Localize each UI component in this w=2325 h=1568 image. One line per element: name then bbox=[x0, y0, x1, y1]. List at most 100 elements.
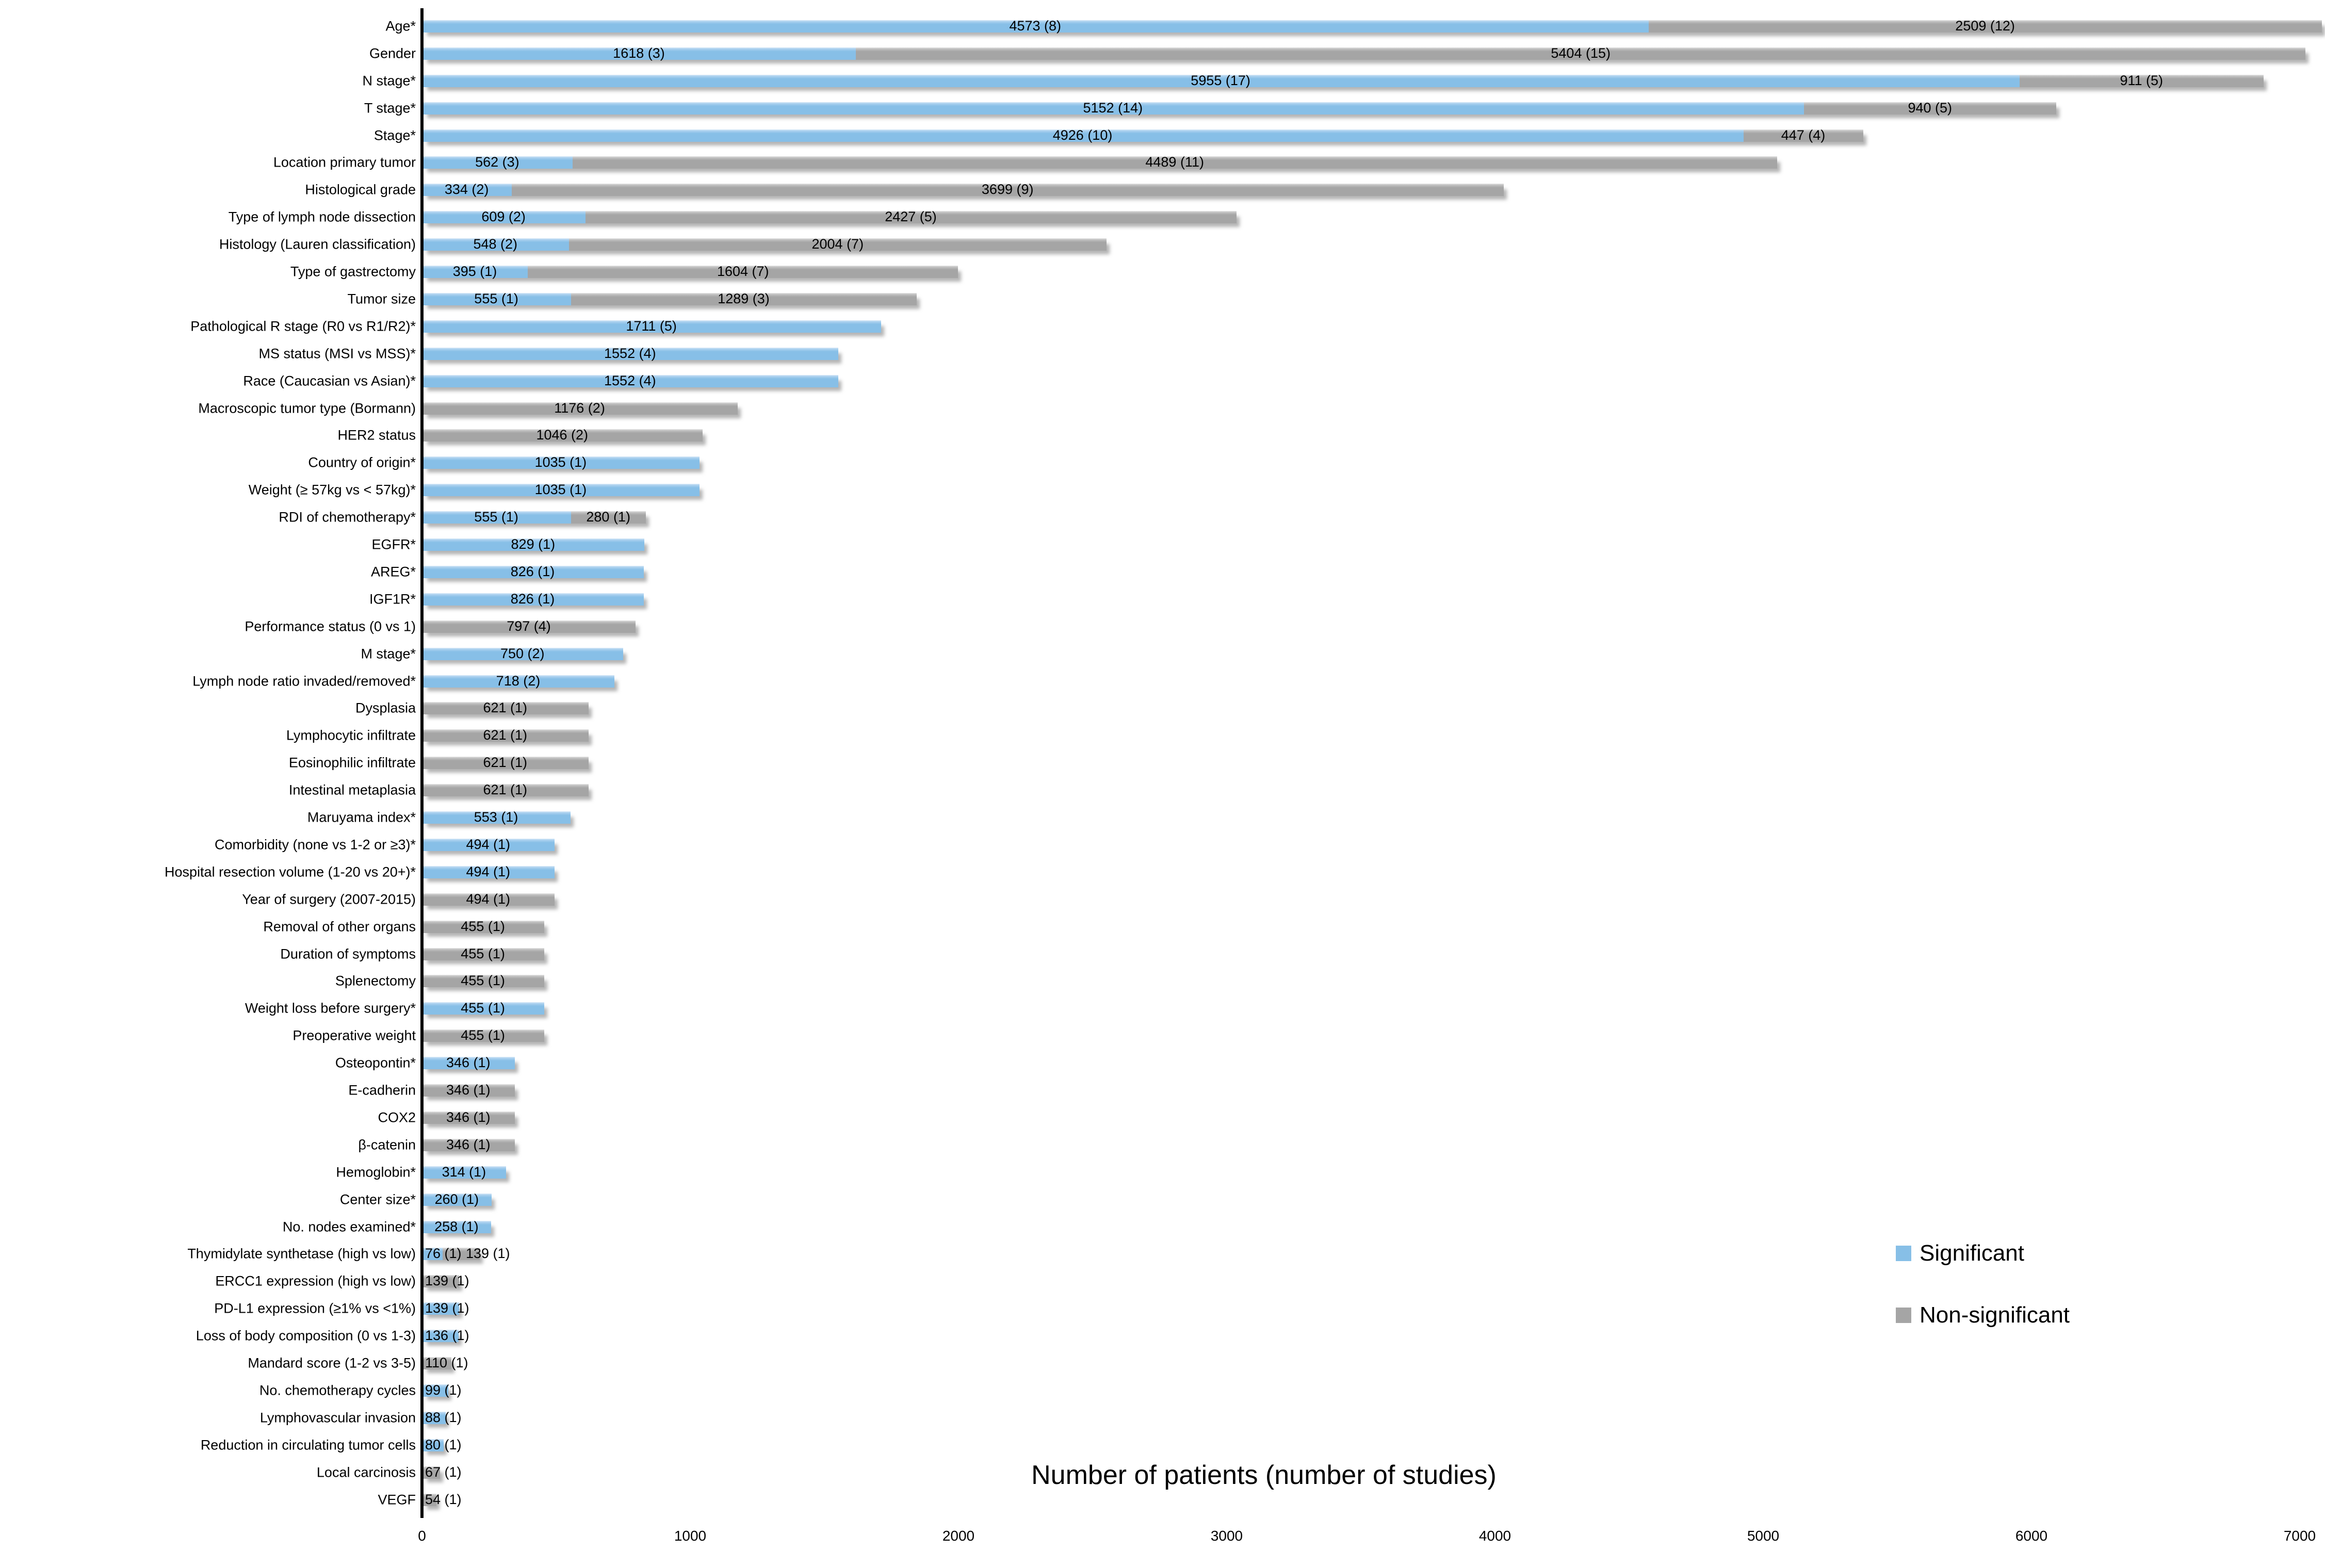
category-label: Hospital resection volume (1-20 vs 20+)* bbox=[165, 864, 416, 880]
bar-stack bbox=[422, 1384, 449, 1397]
bar-segment-significant bbox=[422, 102, 1804, 115]
legend-label-significant: Significant bbox=[1920, 1240, 2025, 1266]
category-label: Macroscopic tumor type (Bormann) bbox=[198, 400, 416, 416]
bar-segment-nonsignificant bbox=[422, 920, 544, 933]
bar-segment-nonsignificant bbox=[422, 429, 703, 442]
category-label: RDI of chemotherapy* bbox=[279, 509, 416, 525]
bar-value-label: 110 (1) bbox=[425, 1354, 468, 1370]
bar-value-label: 2509 (12) bbox=[1955, 18, 2015, 34]
bar-segment-significant bbox=[422, 838, 555, 851]
bar-segment-nonsignificant bbox=[422, 948, 544, 960]
category-label: Local carcinosis bbox=[316, 1464, 416, 1480]
bar-segment-significant bbox=[422, 865, 555, 878]
bar-row: Maruyama index* 553 (1) bbox=[0, 804, 2325, 831]
category-label: PD-L1 expression (≥1% vs <1%) bbox=[214, 1300, 416, 1316]
x-axis-tick-label: 4000 bbox=[1478, 1528, 1511, 1544]
bar-row: Duration of symptoms 455 (1) bbox=[0, 940, 2325, 968]
bar-segment-significant bbox=[422, 675, 615, 688]
bar-row: β-catenin 346 (1) bbox=[0, 1131, 2325, 1158]
bar-row: N stage* 5955 (17) 911 (5) bbox=[0, 67, 2325, 94]
bar-row: ERCC1 expression (high vs low) 139 (1) bbox=[0, 1268, 2325, 1295]
x-axis-tick-label: 2000 bbox=[942, 1528, 975, 1544]
category-label: Histological grade bbox=[305, 182, 416, 198]
bar-value-label: 494 (1) bbox=[466, 863, 510, 879]
bar-row: Local carcinosis 67 (1) bbox=[0, 1459, 2325, 1486]
bar-value-label: 346 (1) bbox=[446, 1082, 491, 1098]
bar-row: Intestinal metaplasia 621 (1) bbox=[0, 777, 2325, 804]
bar-row: Comorbidity (none vs 1-2 or ≥3)* 494 (1) bbox=[0, 831, 2325, 859]
bar-segment-significant bbox=[422, 1384, 449, 1397]
bar-value-label: 1035 (1) bbox=[534, 454, 587, 470]
category-label: Lymphovascular invasion bbox=[259, 1410, 416, 1426]
category-label: M stage* bbox=[361, 646, 416, 662]
bar-row: No. chemotherapy cycles 99 (1) bbox=[0, 1377, 2325, 1404]
category-label: Stage* bbox=[373, 127, 416, 143]
category-label: Comorbidity (none vs 1-2 or ≥3)* bbox=[215, 837, 416, 853]
bar-segment-nonsignificant bbox=[422, 1275, 460, 1288]
bar-value-label: 258 (1) bbox=[434, 1218, 479, 1234]
bar-segment-significant bbox=[422, 484, 700, 497]
bar-value-label: 346 (1) bbox=[446, 1136, 491, 1152]
bar-segment-nonsignificant bbox=[585, 211, 1237, 224]
bar-value-label: 1046 (2) bbox=[536, 427, 589, 443]
bar-value-label: 548 (2) bbox=[473, 236, 518, 252]
bar-segment-nonsignificant bbox=[422, 729, 589, 742]
bar-segment-significant bbox=[422, 511, 571, 524]
bar-row: Mandard score (1-2 vs 3-5) 110 (1) bbox=[0, 1350, 2325, 1377]
bar-segment-significant bbox=[422, 129, 1744, 142]
category-label: Histology (Lauren classification) bbox=[219, 236, 416, 252]
bar-row: PD-L1 expression (≥1% vs <1%) 139 (1) bbox=[0, 1295, 2325, 1322]
x-axis-tick-label: 0 bbox=[418, 1528, 426, 1544]
bar-value-label: 826 (1) bbox=[510, 591, 555, 607]
legend: Significant Non-significant bbox=[1896, 1240, 2070, 1364]
category-label: Eosinophilic infiltrate bbox=[288, 755, 416, 771]
bar-stack bbox=[422, 1057, 515, 1070]
bar-segment-nonsignificant bbox=[856, 47, 2306, 60]
bar-segment-significant bbox=[422, 1248, 443, 1261]
bar-segment-nonsignificant bbox=[571, 511, 646, 524]
bar-value-label: 4573 (8) bbox=[1009, 18, 1062, 34]
bar-row: AREG* 826 (1) bbox=[0, 559, 2325, 586]
bar-stack bbox=[422, 1357, 452, 1370]
bar-row: Lymphovascular invasion 88 (1) bbox=[0, 1404, 2325, 1431]
bar-row: Tumor size 555 (1) 1289 (3) bbox=[0, 286, 2325, 313]
bar-segment-nonsignificant bbox=[1743, 129, 1863, 142]
bar-value-label: 829 (1) bbox=[511, 536, 556, 552]
bar-row: T stage* 5152 (14) 940 (5) bbox=[0, 94, 2325, 122]
bar-row: Pathological R stage (R0 vs R1/R2)* 1711 … bbox=[0, 313, 2325, 340]
category-label: No. chemotherapy cycles bbox=[259, 1382, 416, 1398]
category-label: MS status (MSI vs MSS)* bbox=[258, 346, 416, 362]
bar-stack bbox=[422, 484, 700, 497]
bar-row: Histological grade 334 (2) 3699 (9) bbox=[0, 176, 2325, 204]
bar-row: Osteopontin* 346 (1) bbox=[0, 1050, 2325, 1077]
bar-stack bbox=[422, 402, 738, 415]
category-label: E-cadherin bbox=[348, 1082, 416, 1098]
legend-item-nonsignificant: Non-significant bbox=[1896, 1302, 2070, 1328]
category-label: Hemoglobin* bbox=[336, 1164, 416, 1180]
bar-value-label: 621 (1) bbox=[483, 727, 528, 743]
category-label: Race (Caucasian vs Asian)* bbox=[243, 373, 416, 389]
bar-segment-nonsignificant bbox=[422, 702, 589, 715]
bar-segment-significant bbox=[422, 320, 881, 333]
bar-segment-nonsignificant bbox=[422, 893, 555, 906]
bar-value-label: 455 (1) bbox=[461, 945, 505, 961]
bar-stack bbox=[422, 74, 2264, 87]
bar-value-label: 1176 (2) bbox=[554, 400, 605, 416]
bar-value-label: 455 (1) bbox=[461, 918, 505, 934]
bar-segment-significant bbox=[422, 1220, 492, 1233]
bar-value-label: 940 (5) bbox=[1908, 100, 1952, 116]
bar-row: Eosinophilic infiltrate 621 (1) bbox=[0, 749, 2325, 777]
category-label: Pathological R stage (R0 vs R1/R2)* bbox=[190, 318, 416, 334]
category-label: HER2 status bbox=[337, 427, 416, 443]
bar-stack bbox=[422, 374, 839, 387]
category-label: Lymphocytic infiltrate bbox=[286, 727, 416, 743]
category-label: Age* bbox=[385, 18, 416, 34]
bar-segment-nonsignificant bbox=[528, 266, 958, 279]
bar-stack bbox=[422, 511, 646, 524]
bar-segment-nonsignificant bbox=[422, 1138, 515, 1151]
category-label: Maruyama index* bbox=[307, 809, 416, 825]
bar-row: Histology (Lauren classification) 548 (2)… bbox=[0, 231, 2325, 258]
category-label: VEGF bbox=[378, 1492, 416, 1508]
bar-segment-significant bbox=[422, 565, 644, 578]
bar-value-label: 562 (3) bbox=[475, 154, 519, 170]
